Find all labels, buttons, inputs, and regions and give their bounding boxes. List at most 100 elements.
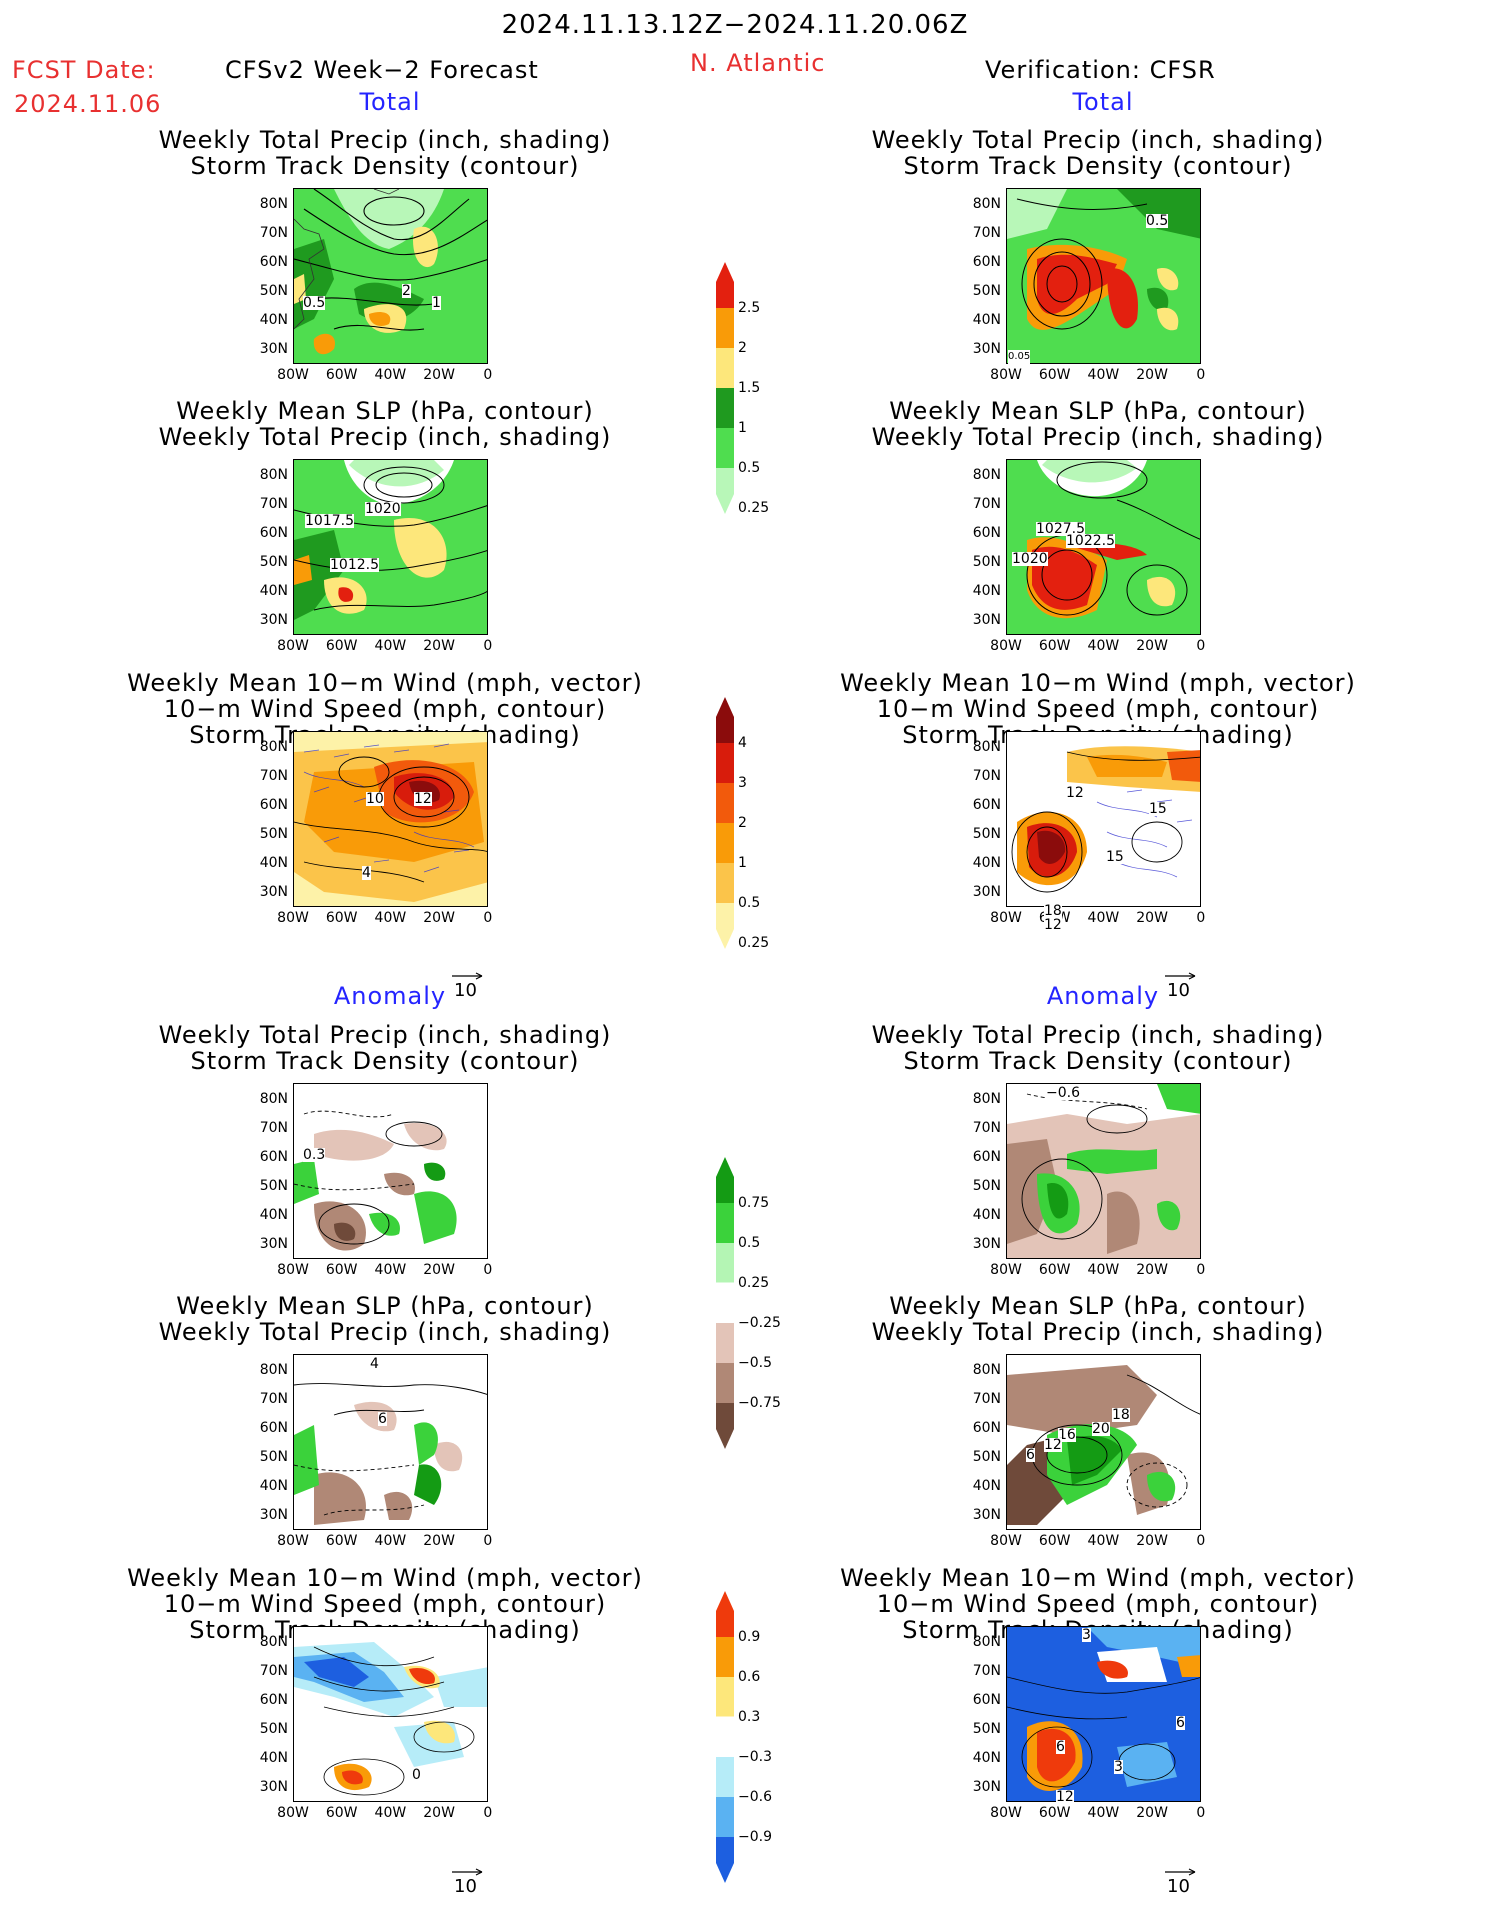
fc-anom-precip-title-2: Storm Track Density (contour)	[190, 1047, 580, 1075]
lat-tick-label: 40N	[972, 312, 1001, 328]
lat-tick-label: 30N	[972, 341, 1001, 357]
colorbar-storm-total	[716, 697, 734, 949]
lat-tick-label: 30N	[259, 1779, 288, 1795]
lat-tick-label: 40N	[259, 855, 288, 871]
vf-total-ref-vector: 10	[1163, 970, 1203, 1006]
colorbar-segment	[716, 697, 734, 743]
fc-anom-slp-title-1: Weekly Mean SLP (hPa, contour)	[176, 1292, 594, 1320]
contour-label: 1020	[365, 501, 401, 517]
colorbar-tick-label: 0.75	[738, 1195, 770, 1211]
vf-total-slp-title-2: Weekly Total Precip (inch, shading)	[871, 423, 1325, 451]
colorbar-segment	[716, 863, 734, 903]
lat-tick-label: 80N	[972, 1091, 1001, 1107]
region-title: N. Atlantic	[690, 49, 826, 77]
colorbar-tick-label: −0.3	[738, 1749, 772, 1765]
colorbar-tick-label: 0.6	[738, 1669, 761, 1685]
lat-tick-label: 80N	[259, 196, 288, 212]
colorbar-segment	[716, 1637, 734, 1677]
ref-vector-label: 10	[454, 980, 477, 1001]
lon-tick-label: 80W	[990, 638, 1022, 654]
colorbar-tick-label: 0.9	[738, 1629, 761, 1645]
colorbar-segment	[716, 1757, 734, 1797]
lat-tick-label: 50N	[972, 554, 1001, 570]
vf-total-wind-title-1: Weekly Mean 10−m Wind (mph, vector)	[840, 669, 1356, 697]
contour-label: 4	[370, 1356, 379, 1372]
colorbar-tick-label: 2.5	[738, 300, 761, 316]
lon-tick-label: 40W	[374, 367, 407, 383]
lon-tick-label: 60W	[325, 910, 358, 926]
colorbar-segment	[716, 428, 734, 468]
lon-tick-label: 20W	[1136, 638, 1168, 654]
period-title: 2024.11.13.12Z−2024.11.20.06Z	[501, 10, 969, 40]
lon-tick-label: 0	[483, 1805, 493, 1821]
contour-label: 1022.5	[1066, 533, 1115, 549]
colorbar-tick-label: 0.5	[738, 895, 761, 911]
lon-tick-label: 0	[483, 638, 493, 654]
colorbar-segment	[716, 1837, 734, 1883]
colorbar-segment	[716, 1157, 734, 1203]
lat-tick-label: 40N	[972, 1478, 1001, 1494]
vf-anom-precip-title-2: Storm Track Density (contour)	[903, 1047, 1293, 1075]
lat-tick-label: 60N	[972, 254, 1001, 270]
fc-total-ref-vector: 10	[450, 970, 490, 1006]
contour-label: 15	[1106, 849, 1124, 865]
lon-tick-label: 60W	[1038, 1262, 1071, 1278]
lon-tick-label: 20W	[1136, 1805, 1168, 1821]
ref-vector-label: 10	[454, 1876, 477, 1897]
contour-label: 10	[366, 791, 384, 807]
contour-label: 6	[1056, 1739, 1065, 1755]
lat-tick-label: 70N	[259, 1391, 288, 1407]
contour-label: 3	[1082, 1627, 1091, 1643]
lon-tick-label: 40W	[1087, 910, 1120, 926]
contour-label: 1017.5	[305, 513, 354, 529]
fc-total-wind-title-2: 10−m Wind Speed (mph, contour)	[163, 695, 607, 723]
lon-tick-label: 20W	[1136, 1533, 1168, 1549]
fc-total-slp-title-2: Weekly Total Precip (inch, shading)	[158, 423, 612, 451]
colorbar-segment	[716, 783, 734, 823]
lon-tick-label: 0	[1196, 1533, 1206, 1549]
colorbar-segment	[716, 388, 734, 428]
lat-tick-label: 80N	[972, 467, 1001, 483]
lon-tick-label: 60W	[1038, 367, 1071, 383]
fc-total-wind-map	[293, 731, 488, 907]
colorbar-tick-label: −0.25	[738, 1315, 781, 1331]
colorbar-tick-label: 0.25	[738, 935, 770, 951]
lat-tick-label: 50N	[259, 1178, 288, 1194]
lat-tick-label: 70N	[972, 768, 1001, 784]
fc-total-slp-map	[293, 459, 488, 635]
lon-tick-label: 60W	[325, 638, 358, 654]
colorbar-tick-label: 1	[738, 855, 747, 871]
vf-total-wind-map	[1006, 731, 1201, 907]
colorbar-segment	[716, 1797, 734, 1837]
lat-tick-label: 50N	[259, 1449, 288, 1465]
contour-label: 12	[1044, 917, 1062, 933]
contour-label: 20	[1092, 1421, 1110, 1437]
contour-label: 0.05	[1008, 350, 1031, 364]
lat-tick-label: 60N	[972, 1420, 1001, 1436]
lat-tick-label: 60N	[259, 1149, 288, 1165]
lat-tick-label: 80N	[259, 467, 288, 483]
lon-tick-label: 80W	[277, 1533, 309, 1549]
fc-anom-precip-map	[293, 1083, 488, 1259]
lon-tick-label: 60W	[325, 367, 358, 383]
colorbar-segment	[716, 468, 734, 514]
lat-tick-label: 30N	[259, 612, 288, 628]
lat-tick-label: 70N	[259, 768, 288, 784]
lat-tick-label: 60N	[972, 525, 1001, 541]
colorbar-segment	[716, 1403, 734, 1449]
fc-anom-wind-title-1: Weekly Mean 10−m Wind (mph, vector)	[127, 1564, 643, 1592]
vf-anom-slp-title-1: Weekly Mean SLP (hPa, contour)	[889, 1292, 1307, 1320]
vf-total-slp-map	[1006, 459, 1201, 635]
colorbar-precip-anomaly	[715, 1157, 735, 1449]
lat-tick-label: 80N	[259, 1634, 288, 1650]
lat-tick-label: 60N	[259, 254, 288, 270]
colorbar-tick-label: 1	[738, 420, 747, 436]
lat-tick-label: 50N	[259, 1721, 288, 1737]
fc-total-slp-title-1: Weekly Mean SLP (hPa, contour)	[176, 397, 594, 425]
ref-vector-label: 10	[1167, 980, 1190, 1001]
lat-tick-label: 80N	[259, 739, 288, 755]
fc-anom-slp-map	[293, 1354, 488, 1530]
colorbar-tick-label: 3	[738, 775, 747, 791]
lon-tick-label: 80W	[990, 1262, 1022, 1278]
lon-tick-label: 80W	[990, 1533, 1022, 1549]
